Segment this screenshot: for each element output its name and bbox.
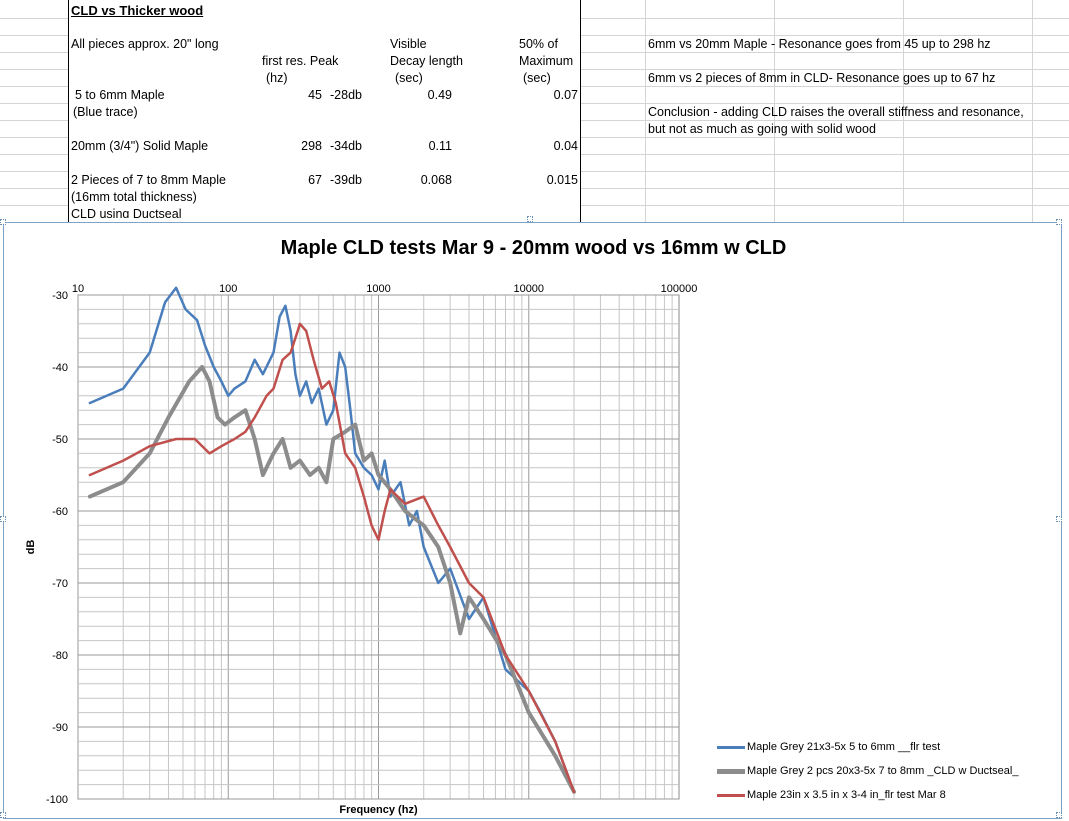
series-line xyxy=(88,322,576,794)
row-decay[interactable]: 0.11 xyxy=(428,139,452,153)
legend-label: Maple 23in x 3.5 in x 3-4 in_flr test Ma… xyxy=(747,789,946,801)
table-background xyxy=(69,0,580,222)
sheet-title[interactable]: CLD vs Thicker wood xyxy=(71,3,204,18)
grid-line xyxy=(1032,0,1033,222)
resize-handle[interactable] xyxy=(527,216,533,222)
header-visible[interactable]: Visible xyxy=(390,37,427,51)
resize-handle[interactable] xyxy=(0,812,6,818)
row-label[interactable]: 20mm (3/4") Solid Maple xyxy=(71,139,209,153)
row-db[interactable]: -34db xyxy=(330,139,362,153)
chart-title: Maple CLD tests Mar 9 - 20mm wood vs 16m… xyxy=(280,237,787,259)
note-line[interactable]: 6mm vs 2 pieces of 8mm in CLD- Resonance… xyxy=(648,71,996,85)
grid-line xyxy=(903,0,904,222)
resize-handle[interactable] xyxy=(0,219,6,225)
legend-item[interactable]: Maple Grey 21x3-5x 5 to 6mm __flr test xyxy=(717,735,1018,759)
header-first-res[interactable]: first res. Peak xyxy=(262,54,339,68)
note-line[interactable]: 6mm vs 20mm Maple - Resonance goes from … xyxy=(648,37,991,51)
header-decay-length[interactable]: Decay length xyxy=(390,54,463,68)
chart-object[interactable]: Maple CLD tests Mar 9 - 20mm wood vs 16m… xyxy=(3,222,1062,819)
table-border-left xyxy=(68,0,69,222)
row-freq[interactable]: 45 xyxy=(308,88,322,102)
grid-line xyxy=(645,0,646,222)
x-tick-label: 10 xyxy=(72,283,84,295)
chart-legend[interactable]: Maple Grey 21x3-5x 5 to 6mm __flr test Ma… xyxy=(717,735,1018,807)
y-tick-label: -70 xyxy=(52,578,68,590)
y-tick-label: -60 xyxy=(52,506,68,518)
resize-handle[interactable] xyxy=(1056,516,1062,522)
row-label[interactable]: CLD using Ductseal xyxy=(71,207,182,218)
y-tick-label: -40 xyxy=(52,362,68,374)
x-tick-label: 10000 xyxy=(513,283,544,295)
row-label[interactable]: 2 Pieces of 7 to 8mm Maple xyxy=(71,173,226,187)
y-tick-label: -80 xyxy=(52,650,68,662)
x-tick-label: 100 xyxy=(219,283,237,295)
chart-plot: 10 100 1000 10000 100000 -30 -40 -50 -60 -70 -80 -9… xyxy=(25,283,698,816)
note-line[interactable]: Conclusion - adding CLD raises the overa… xyxy=(648,105,1024,119)
y-axis-label: dB xyxy=(25,540,37,555)
legend-label: Maple Grey 2 pcs 20x3-5x 7 to 8mm _CLD w… xyxy=(747,765,1019,777)
row-label[interactable]: (Blue trace) xyxy=(73,105,138,119)
resize-handle[interactable] xyxy=(0,516,6,522)
row-half[interactable]: 0.04 xyxy=(553,139,578,153)
table-border-right xyxy=(580,0,581,222)
header-maximum[interactable]: Maximum xyxy=(519,54,574,68)
row-half[interactable]: 0.07 xyxy=(553,88,578,102)
header-decay-sec[interactable]: (sec) xyxy=(395,71,423,85)
y-tick-label: -100 xyxy=(46,794,68,806)
row-decay[interactable]: 0.068 xyxy=(420,173,452,187)
note-length[interactable]: All pieces approx. 20" long xyxy=(71,37,219,51)
row-label[interactable]: 5 to 6mm Maple xyxy=(75,88,165,102)
legend-swatch xyxy=(717,768,745,774)
header-hz[interactable]: (hz) xyxy=(266,71,288,85)
resize-handle[interactable] xyxy=(1056,219,1062,225)
x-tick-label: 100000 xyxy=(661,283,698,295)
header-50pct[interactable]: 50% of xyxy=(519,37,558,51)
legend-item[interactable]: Maple Grey 2 pcs 20x3-5x 7 to 8mm _CLD w… xyxy=(717,759,1018,783)
x-tick-label: 1000 xyxy=(366,283,390,295)
y-tick-label: -90 xyxy=(52,722,68,734)
x-axis-label: Frequency (hz) xyxy=(339,804,418,816)
header-max-sec[interactable]: (sec) xyxy=(523,71,551,85)
row-decay[interactable]: 0.49 xyxy=(427,88,452,102)
row-freq[interactable]: 298 xyxy=(301,139,322,153)
row-freq[interactable]: 67 xyxy=(308,173,322,187)
legend-item[interactable]: Maple 23in x 3.5 in x 3-4 in_flr test Ma… xyxy=(717,783,1018,807)
series-line xyxy=(88,286,576,794)
row-half[interactable]: 0.015 xyxy=(546,173,578,187)
y-tick-label: -30 xyxy=(52,290,68,302)
legend-label: Maple Grey 21x3-5x 5 to 6mm __flr test xyxy=(747,741,941,753)
grid-line xyxy=(774,0,775,222)
row-label[interactable]: (16mm total thickness) xyxy=(71,190,197,204)
legend-swatch xyxy=(717,745,745,749)
series-line xyxy=(87,365,576,794)
y-tick-label: -50 xyxy=(52,434,68,446)
resize-handle[interactable] xyxy=(1056,812,1062,818)
row-db[interactable]: -28db xyxy=(330,88,362,102)
note-line[interactable]: but not as much as going with solid wood xyxy=(648,122,876,136)
legend-swatch xyxy=(717,793,745,797)
row-db[interactable]: -39db xyxy=(330,173,362,187)
